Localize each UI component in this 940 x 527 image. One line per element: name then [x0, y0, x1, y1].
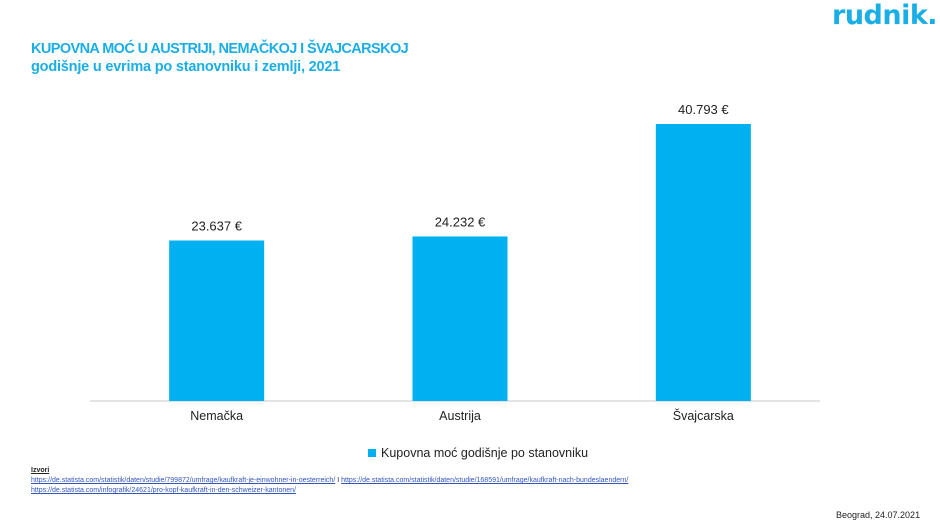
- legend-label: Kupovna moć godišnje po stanovniku: [381, 446, 589, 460]
- legend-swatch: [368, 449, 376, 457]
- bar-0: [169, 240, 265, 401]
- source-link-switzerland[interactable]: https://de.statista.com/infografik/24621…: [31, 487, 296, 494]
- source-link-germany[interactable]: https://de.statista.com/statistik/daten/…: [341, 477, 629, 484]
- sources-block: Izvori https://de.statista.com/statistik…: [31, 466, 628, 496]
- x-tick-label-2: Švajcarska: [673, 408, 734, 423]
- rudnik-logo: rudnik.: [832, 0, 938, 31]
- bar-1: [412, 236, 508, 401]
- source-link-austria[interactable]: https://de.statista.com/statistik/daten/…: [31, 477, 336, 484]
- bar-chart: 23.637 € Nemačka 24.232 € Austrija 40.793 € Š…: [90, 102, 820, 423]
- chart-title: KUPOVNA MOĆ U AUSTRIJI, NEMAČKOJ I ŠVAJC…: [31, 41, 409, 57]
- bar-2: [655, 124, 751, 401]
- source-separator: I: [337, 477, 340, 484]
- x-tick-label-1: Austrija: [439, 409, 481, 423]
- chart-subtitle: godišnje u evrima po stanovniku i zemlji…: [31, 59, 341, 75]
- data-label-2: 40.793 €: [678, 102, 729, 117]
- footer-date: Beograd, 24.07.2021: [836, 510, 921, 520]
- sources-label: Izvori: [31, 467, 50, 474]
- data-label-0: 23.637 €: [191, 218, 242, 233]
- x-tick-label-0: Nemačka: [190, 409, 243, 423]
- data-label-1: 24.232 €: [435, 214, 486, 229]
- chart-legend: Kupovna moć godišnje po stanovniku: [368, 446, 588, 460]
